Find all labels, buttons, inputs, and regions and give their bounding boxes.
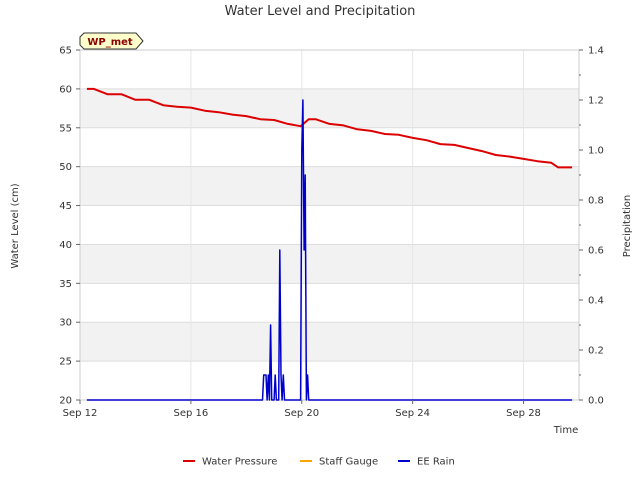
site-badge-shape (79, 32, 144, 50)
axes-layer: 20 25 30 35 40 45 50 55 60 65 0.0 0.2 0.4 0.6 0.8 1.0 1.… (59, 46, 604, 420)
background-band (80, 88, 579, 128)
background-band (80, 283, 579, 323)
y-tick-label-right: 1.2 (588, 96, 604, 107)
y-tick-label-left: 35 (59, 279, 72, 290)
x-axis-label: Time (553, 425, 578, 436)
y-axis-label-left: Water Level (cm) (10, 183, 21, 268)
x-tick-label: Sep 16 (174, 408, 209, 419)
series-line-water-pressure (86, 87, 573, 169)
background-band (80, 50, 579, 89)
series-layer (86, 87, 573, 401)
y-tick-label-left: 50 (59, 162, 72, 173)
background-band (80, 205, 579, 245)
series-line-ee-rain (86, 99, 573, 401)
background-band (80, 361, 579, 400)
background-band (80, 166, 579, 206)
y-tick-label-right: 1.0 (588, 146, 604, 157)
legend: Water Pressure Staff Gauge EE Rain (183, 457, 455, 468)
y-tick-label-right: 1.4 (588, 46, 604, 57)
y-tick-label-right: 0.8 (588, 196, 604, 207)
y-tick-label-right: 0.6 (588, 246, 604, 257)
y-tick-label-left: 60 (59, 84, 72, 95)
x-tick-label: Sep 24 (395, 408, 430, 419)
legend-label: EE Rain (417, 457, 455, 468)
background-band (80, 322, 579, 362)
y-axis-label-right: Precipitation (622, 195, 633, 258)
y-tick-label-left: 40 (59, 240, 72, 251)
legend-label: Water Pressure (202, 457, 277, 468)
site-badge: WP_met (79, 32, 144, 50)
y-tick-label-left: 30 (59, 318, 72, 329)
x-tick-label: Sep 20 (284, 408, 319, 419)
background-band (80, 244, 579, 284)
x-tick-label: Sep 28 (506, 408, 541, 419)
y-tick-label-left: 55 (59, 123, 72, 134)
y-tick-label-left: 65 (59, 46, 72, 57)
y-tick-label-right: 0.0 (588, 396, 604, 407)
chart-title: Water Level and Precipitation (225, 4, 416, 19)
y-tick-label-left: 45 (59, 201, 72, 212)
y-tick-label-left: 20 (59, 396, 72, 407)
site-badge-label: WP_met (87, 37, 133, 48)
y-tick-label-left: 25 (59, 357, 72, 368)
x-tick-label: Sep 12 (63, 408, 98, 419)
y-tick-label-right: 0.2 (588, 346, 604, 357)
legend-label: Staff Gauge (319, 457, 378, 468)
background-bands (80, 50, 579, 400)
y-tick-label-right: 0.4 (588, 296, 604, 307)
background-band (80, 127, 579, 167)
